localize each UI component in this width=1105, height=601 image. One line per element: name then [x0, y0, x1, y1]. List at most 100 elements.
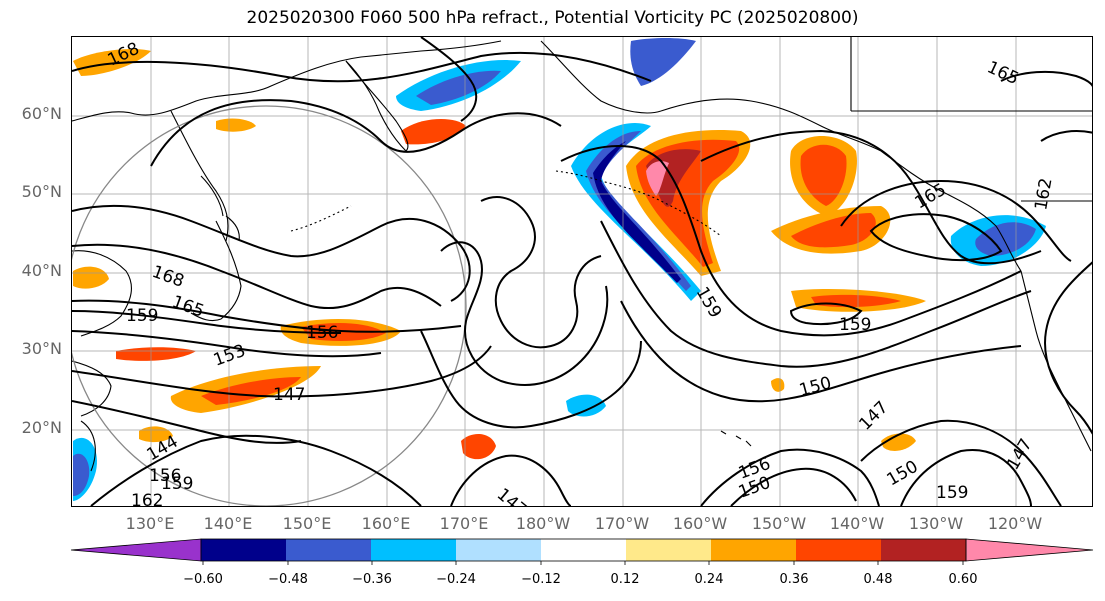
coast-korea-china	[72, 250, 132, 337]
contour-label-150-east: 150	[884, 457, 922, 491]
colorbar-bin-8	[796, 539, 881, 561]
contour-label-165-east: 165	[912, 180, 950, 214]
contour-north-edge	[420, 37, 478, 122]
shade-blue-midpac	[566, 394, 606, 417]
lat-label-40n: 40°N	[21, 261, 62, 280]
coast-kamchatka-east	[345, 60, 407, 152]
colorbar-label-012: 0.12	[610, 572, 640, 587]
contour-midpac-2	[440, 241, 609, 386]
shade-orange-okhotsk	[216, 118, 256, 132]
colorbar-bin-1	[201, 539, 286, 561]
contour-label-168-japan: 168	[149, 262, 186, 292]
map-panel: 168 168 165 159 156 153 147 144 162 159 …	[71, 36, 1093, 507]
coast-china-south	[72, 360, 112, 417]
shade-pink-trough	[646, 161, 669, 196]
contour-165-east	[840, 179, 1072, 262]
shade-darkblue-north	[416, 70, 501, 105]
colorbar-bin-2	[286, 539, 371, 561]
shade-red-alaska	[800, 144, 847, 206]
shade-blue-core	[593, 141, 681, 283]
contour-trough-159	[560, 145, 1022, 337]
colorbar-ticks	[202, 561, 964, 565]
contour-150	[620, 300, 1022, 403]
colorbar-outline	[200, 538, 967, 562]
contour-label-159-sw: 159	[161, 474, 193, 494]
pv-shading	[73, 38, 1046, 501]
contour-label-165-japan: 165	[169, 292, 206, 322]
shade-orange-hawaii-ne	[771, 378, 785, 392]
graticule	[72, 37, 1092, 506]
contour-label-162-east: 162	[1031, 176, 1056, 211]
contour-156	[72, 310, 342, 334]
colorbar-label-neg048: −0.48	[268, 572, 308, 587]
contour-147	[72, 345, 492, 398]
contour-168-north	[72, 51, 652, 83]
lon-label-140e: 140°E	[203, 514, 253, 533]
contour-ridge-1	[700, 129, 1042, 265]
contour-sw-1	[860, 419, 1062, 506]
contour-label-159-west: 159	[126, 306, 158, 326]
map-title: 2025020300 F060 500 hPa refract., Potent…	[246, 8, 859, 28]
contour-midpac-1	[480, 196, 602, 349]
contour-label-162-sw: 162	[131, 491, 163, 506]
colorbar-label-048: 0.48	[863, 572, 893, 587]
lon-label-150w: 150°W	[751, 514, 807, 533]
range-circle	[72, 105, 467, 506]
colorbar-extend-right	[965, 538, 1094, 562]
contour-trough-156	[600, 220, 1032, 368]
lon-label-180w: 180°W	[515, 514, 571, 533]
contour-150	[72, 400, 302, 444]
shade-orange-west	[73, 266, 109, 289]
border-us-canada	[850, 37, 1092, 202]
coast-sakhalin	[200, 175, 224, 217]
colorbar-label-060: 0.60	[948, 572, 978, 587]
coast-kamchatka-west	[345, 60, 409, 152]
contour-label-159-subtrop: 159	[839, 315, 871, 335]
contour-low-north	[150, 99, 562, 167]
contour-ne-edge	[1000, 70, 1092, 87]
contour-label-150-center: 150	[797, 373, 834, 401]
colorbar	[70, 538, 1094, 565]
shade-red-midpac	[461, 434, 496, 460]
contour-label-147-mid: 147	[493, 485, 531, 506]
lon-label-150e: 150°E	[282, 514, 332, 533]
contour-east-edge	[1044, 261, 1092, 435]
contour-label-156-sw: 156	[149, 466, 181, 486]
contour-label-147-east: 147	[855, 397, 892, 434]
lon-label-170w: 170°W	[594, 514, 650, 533]
contour-159-closed	[789, 302, 863, 326]
contour-label-159-east: 159	[936, 483, 968, 503]
colorbar-label-024: 0.24	[694, 572, 724, 587]
colorbar-bin-7	[711, 539, 796, 561]
colorbar-extend-left	[70, 538, 202, 562]
coastlines	[72, 37, 1092, 472]
coast-bc	[880, 150, 1022, 272]
height-contours	[72, 37, 1092, 506]
colorbar-bin-3	[371, 539, 456, 561]
coast-alaska-south	[660, 98, 882, 152]
coast-taiwan	[80, 420, 96, 472]
coast-aleutians	[555, 170, 722, 237]
lon-label-140w: 140°W	[829, 514, 885, 533]
colorbar-label-036: 0.36	[779, 572, 809, 587]
coast-alaska-west	[540, 40, 662, 114]
coast-japan-honshu	[190, 220, 242, 322]
coast-kuril	[290, 205, 352, 232]
contour-159	[72, 299, 462, 333]
coast-siberia	[72, 40, 502, 122]
colorbar-bin-5	[541, 539, 626, 561]
shade-darkblue-sw	[73, 453, 90, 496]
lon-label-160e: 160°E	[361, 514, 411, 533]
contour-south-mid	[450, 454, 572, 506]
contour-ne-2	[1040, 130, 1092, 142]
contour-sw-2	[900, 449, 1032, 506]
contour-closed-east	[869, 213, 1003, 262]
shade-red-subtropics	[201, 377, 301, 405]
lat-label-50n: 50°N	[21, 182, 62, 201]
shade-blue-mid	[586, 131, 691, 291]
contour-midpac-3	[420, 330, 642, 429]
contour-label-156: 156	[306, 323, 338, 343]
coast-okhotsk	[170, 110, 229, 242]
shade-red-east	[791, 213, 876, 248]
lat-label-20n: 20°N	[21, 418, 62, 437]
